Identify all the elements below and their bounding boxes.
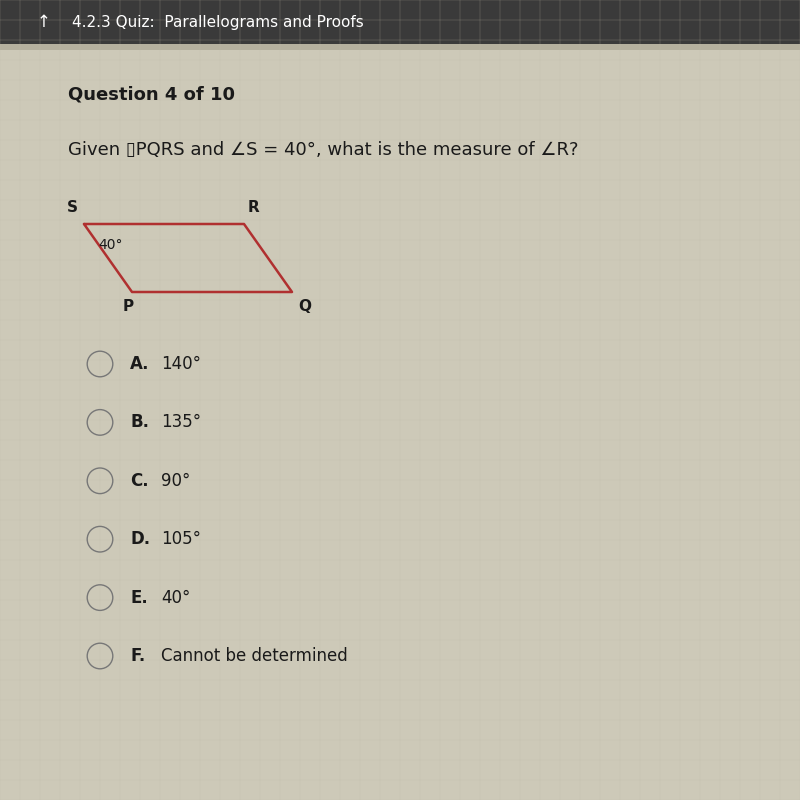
Text: Cannot be determined: Cannot be determined — [161, 647, 347, 665]
Text: C.: C. — [130, 472, 149, 490]
Text: D.: D. — [130, 530, 150, 548]
Text: Question 4 of 10: Question 4 of 10 — [68, 86, 235, 103]
Text: 40°: 40° — [161, 589, 190, 606]
Text: E.: E. — [130, 589, 148, 606]
Text: B.: B. — [130, 414, 150, 431]
Text: 105°: 105° — [161, 530, 201, 548]
Text: Q: Q — [298, 299, 311, 314]
Text: Given ▯PQRS and ∠S = 40°, what is the measure of ∠R?: Given ▯PQRS and ∠S = 40°, what is the me… — [68, 142, 578, 159]
Text: 90°: 90° — [161, 472, 190, 490]
Text: P: P — [122, 299, 134, 314]
Text: 140°: 140° — [161, 355, 201, 373]
Text: A.: A. — [130, 355, 150, 373]
Text: S: S — [66, 200, 78, 215]
Text: F.: F. — [130, 647, 146, 665]
Text: 4.2.3 Quiz:  Parallelograms and Proofs: 4.2.3 Quiz: Parallelograms and Proofs — [72, 14, 364, 30]
Text: ↑: ↑ — [37, 13, 51, 31]
Text: 40°: 40° — [98, 238, 123, 253]
FancyBboxPatch shape — [0, 44, 800, 50]
Text: R: R — [248, 200, 260, 215]
Text: 135°: 135° — [161, 414, 201, 431]
FancyBboxPatch shape — [0, 0, 800, 44]
